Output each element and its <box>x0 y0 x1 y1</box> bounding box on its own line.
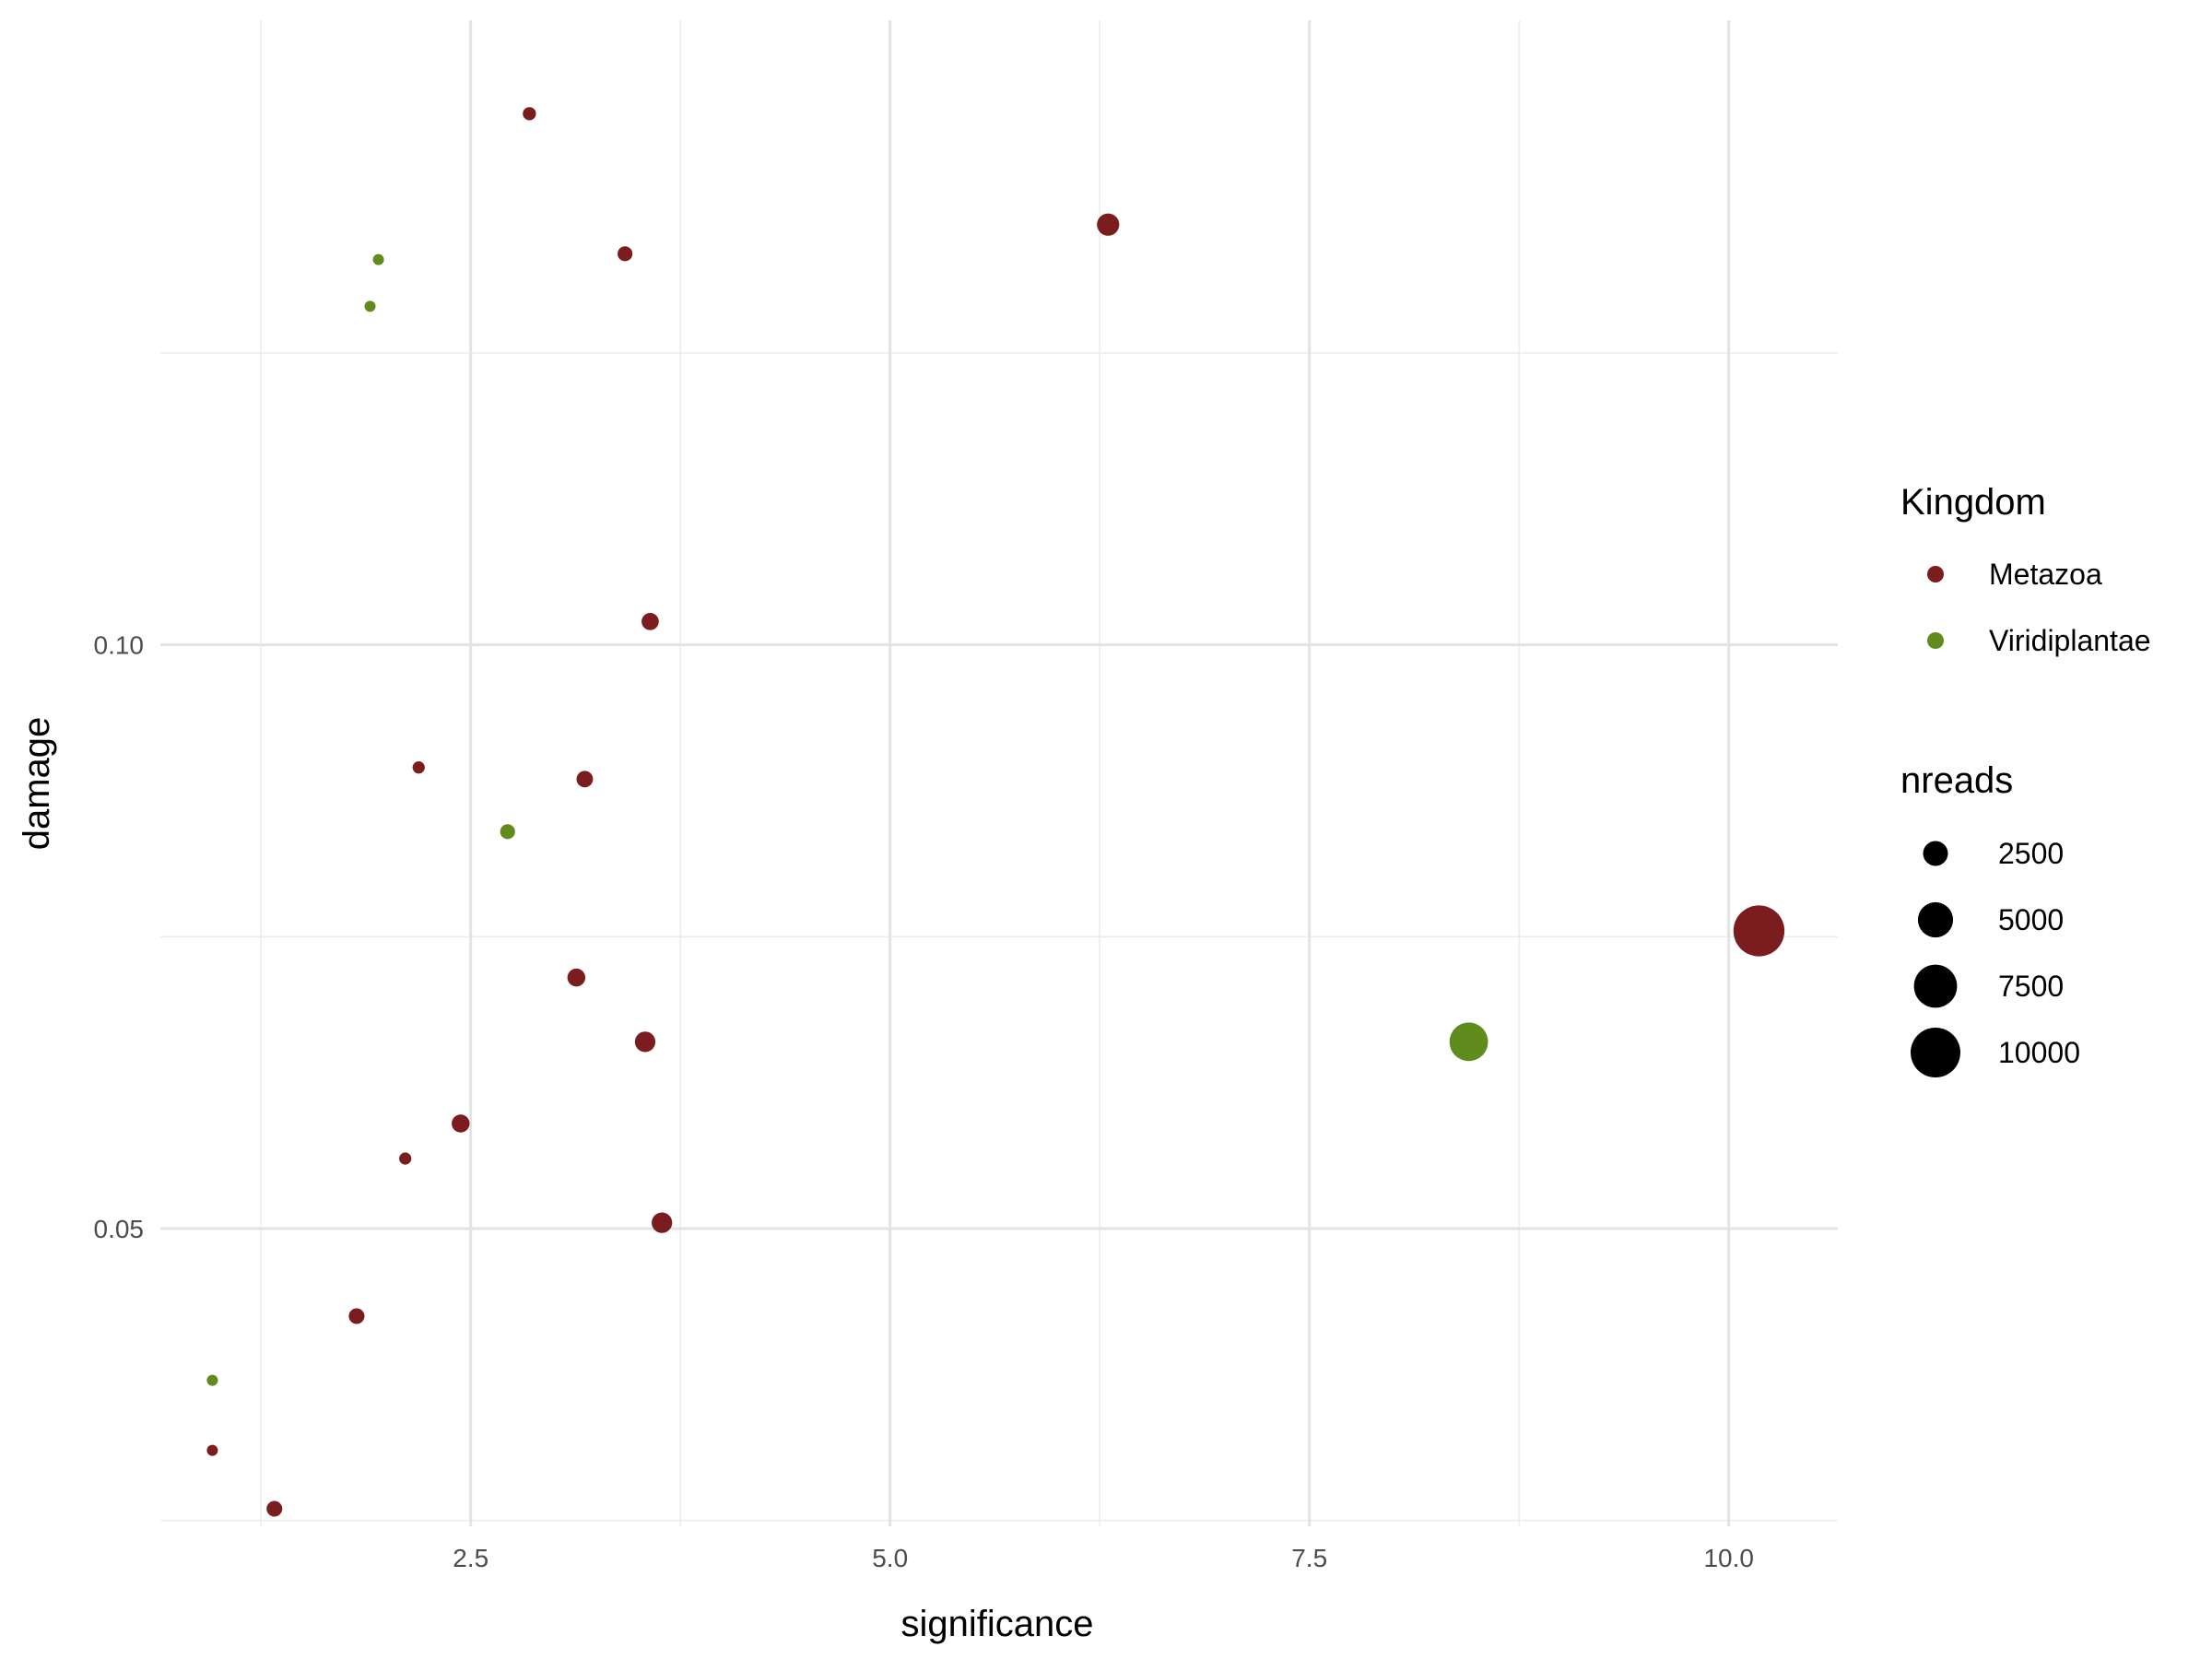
data-point <box>618 246 633 262</box>
data-point <box>399 1152 412 1165</box>
x-tick-label: 5.0 <box>872 1544 908 1572</box>
data-point <box>266 1500 283 1517</box>
legend-nreads-title: nreads <box>1900 760 2013 801</box>
data-point <box>652 1212 673 1233</box>
y-tick-label: 0.05 <box>94 1215 145 1243</box>
data-point <box>412 761 425 774</box>
data-point <box>206 1444 218 1456</box>
grid-minor <box>160 20 1838 1526</box>
y-tick-label: 0.10 <box>94 631 145 660</box>
data-point <box>1097 213 1120 236</box>
legend-nreads-key <box>1923 841 1948 866</box>
data-point <box>206 1374 218 1386</box>
data-point <box>372 253 384 265</box>
legend-kingdom: Kingdom Metazoa Viridiplantae <box>1900 482 2151 657</box>
data-point <box>1449 1022 1488 1062</box>
data-point <box>452 1114 470 1133</box>
x-tick-labels: 2.5 5.0 7.5 10.0 <box>453 1544 1754 1572</box>
data-point <box>634 1031 656 1053</box>
legend-kingdom-label: Metazoa <box>1989 558 2102 591</box>
data-point <box>576 771 594 788</box>
legend-nreads-key <box>1917 901 1954 938</box>
x-axis-title: significance <box>900 1604 1093 1644</box>
legend-nreads-label: 7500 <box>1998 970 2064 1003</box>
x-tick-label: 2.5 <box>453 1544 488 1572</box>
legend-kingdom-title: Kingdom <box>1900 482 2046 523</box>
data-point <box>500 824 515 840</box>
data-point <box>567 968 586 987</box>
legend-kingdom-key <box>1927 566 1944 582</box>
data-points <box>206 107 1785 1517</box>
legend-nreads-key <box>1911 1028 1960 1077</box>
legend-nreads-label: 2500 <box>1998 837 2064 870</box>
x-tick-label: 7.5 <box>1291 1544 1327 1572</box>
legend-nreads-label: 10000 <box>1998 1036 2080 1069</box>
y-axis-title: damage <box>17 717 57 851</box>
grid-major <box>160 20 1838 1526</box>
data-point <box>523 107 536 121</box>
data-point <box>641 612 659 630</box>
data-point <box>348 1308 365 1324</box>
legend-nreads: nreads 2500 5000 7500 10000 <box>1900 760 2080 1077</box>
legend-kingdom-key <box>1927 632 1944 649</box>
legend-nreads-key <box>1913 964 1958 1008</box>
legend-kingdom-label: Viridiplantae <box>1989 624 2151 657</box>
y-tick-labels: 0.05 0.10 <box>94 631 145 1243</box>
data-point <box>1733 905 1785 957</box>
legend-nreads-label: 5000 <box>1998 903 2064 936</box>
x-tick-label: 10.0 <box>1703 1544 1754 1572</box>
data-point <box>364 300 376 312</box>
